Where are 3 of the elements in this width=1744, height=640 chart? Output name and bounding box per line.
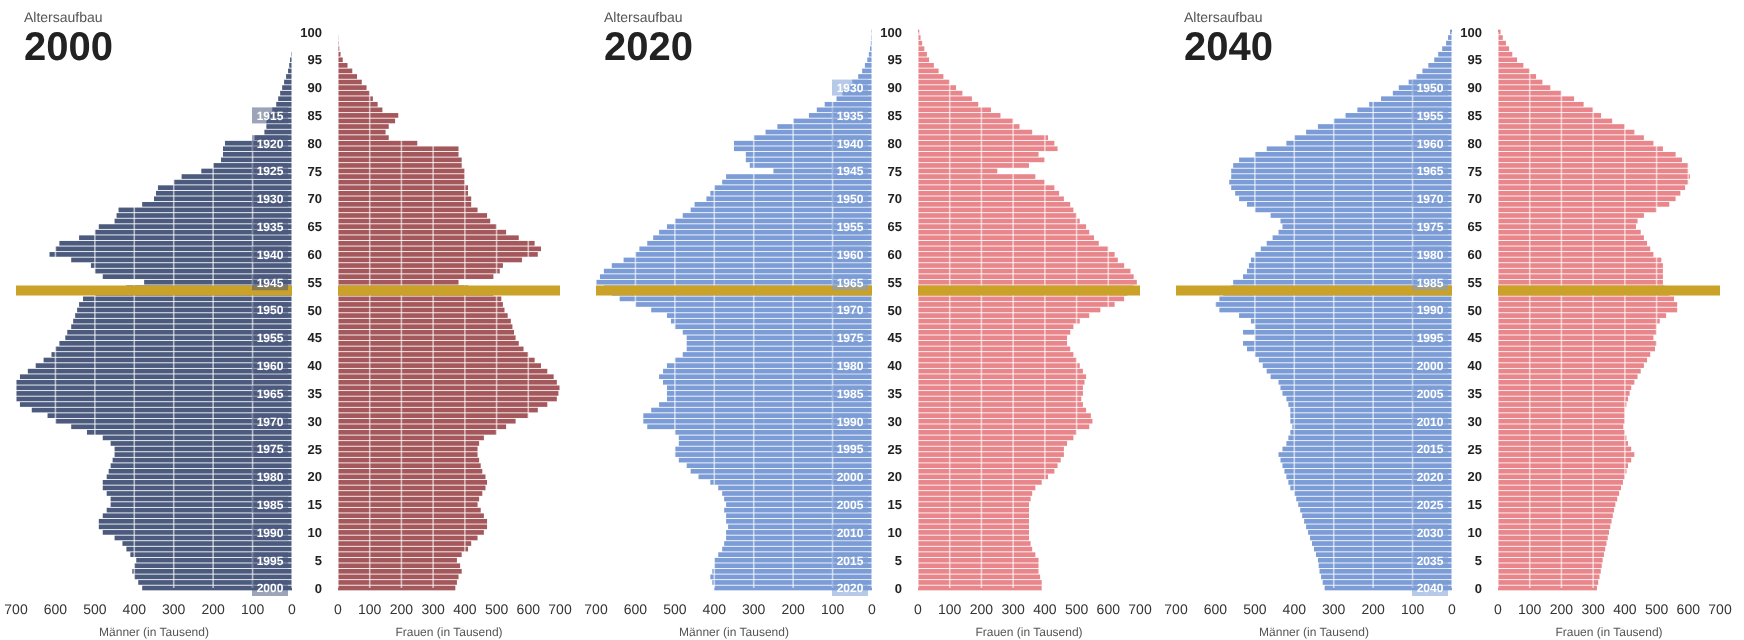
chart-title: 2000 [24, 26, 113, 70]
chart-title: 2040 [1184, 26, 1273, 70]
chart-title: 2020 [604, 26, 693, 70]
